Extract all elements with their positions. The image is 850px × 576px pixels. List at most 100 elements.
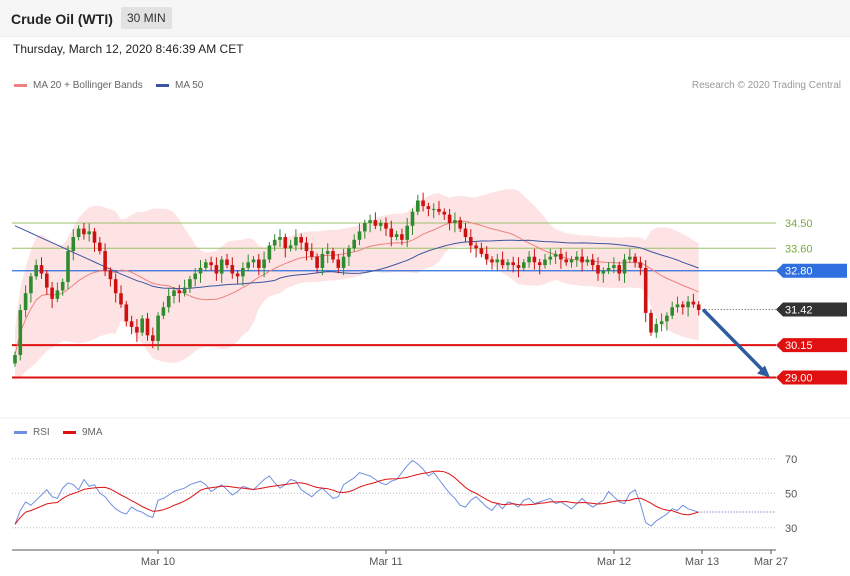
candle-body [262,259,266,268]
rsi-level-label: 30 [785,523,797,535]
level-labels: 34.50 33.60 32.80 31.42 30.15 29.00 [701,218,847,385]
candle-body [675,304,680,308]
candle-body [431,208,436,210]
candle-body [341,256,346,268]
candle-body [66,251,70,282]
candle-body [331,251,335,260]
candles [13,192,701,367]
rsi-line [14,459,699,527]
candle-body [384,222,388,229]
timeframe-badge[interactable]: 30 MIN [121,7,172,29]
candle-body [532,256,537,263]
x-tick-label: Mar 13 [685,556,719,568]
x-tick-label: Mar 11 [369,556,402,568]
candle-body [405,225,409,240]
candle-body [458,220,462,229]
candle-body [516,265,521,268]
candle-body [288,245,293,249]
candle-body [670,307,674,316]
candle-body [283,237,288,249]
candle-body [151,335,155,341]
candle-body [548,256,553,260]
candle-body [219,259,224,274]
candle-body [659,321,664,325]
candle-body [686,301,690,308]
candle-body [193,273,197,280]
rsi-panel: 70 50 30 [12,454,797,535]
candle-body [569,259,574,263]
candle-body [325,251,330,254]
legend-9ma: 9MA [63,427,103,438]
candle-body [71,237,76,252]
pivot-label: 32.80 [785,266,813,278]
candle-body [654,324,659,333]
candle-body [421,200,425,207]
candle-body [447,214,452,223]
candle-body [267,245,272,260]
x-tick-label: Mar 27 [754,556,788,568]
resistance-label: 34.50 [785,218,813,230]
candle-body [469,237,473,246]
candle-body [643,267,648,313]
legend-ma50-label: MA 50 [175,80,204,91]
candle-body [606,267,611,271]
candle-body [437,208,441,212]
candle-body [230,265,235,274]
candle-body [500,259,505,266]
pivot-tag [776,263,847,278]
rsi-9ma-line [14,470,699,525]
bollinger-band [15,189,699,381]
candle-body [119,293,123,305]
header-bar: Crude Oil (WTI) 30 MIN [0,0,850,37]
candle-body [665,315,669,322]
candle-body [182,287,187,294]
candle-body [596,265,600,274]
legend-9ma-swatch [63,431,76,434]
candle-body [453,220,457,223]
candle-body [241,267,245,277]
candle-body [336,259,341,268]
candle-body [575,256,579,260]
candle-body [29,276,33,294]
candle-body [87,231,91,235]
candle-body [474,245,478,249]
candle-body [553,253,558,257]
legend-ma50: MA 50 [156,80,203,91]
candle-body [368,220,372,223]
candle-body [166,296,171,308]
candle-body [490,259,494,263]
candle-body [113,279,118,294]
candle-body [400,234,404,240]
candle-body [537,262,542,266]
candle-body [135,326,139,333]
candle-body [463,228,468,238]
candle-body [564,259,568,263]
candle-body [257,259,261,268]
candle-body [442,211,447,215]
candle-body [177,290,182,294]
rsi-level-label: 50 [785,488,797,500]
candle-body [209,262,213,266]
candle-body [145,318,150,336]
candle-body [188,279,192,288]
candle-body [251,259,256,263]
candle-body [617,265,621,274]
candle-body [638,262,643,268]
projection-arrow-line [701,308,766,373]
candle-body [235,273,240,277]
timestamp: Thursday, March 12, 2020 8:46:39 AM CET [13,42,244,56]
support-tag [776,338,847,353]
legend-ma50-swatch [156,84,169,87]
legend-rsi-swatch [14,431,27,434]
candle-body [92,231,97,243]
candle-body [23,293,28,311]
candle-body [373,220,378,226]
candle-body [98,242,102,252]
candle-body [124,304,129,322]
candle-body [511,262,515,266]
candle-body [378,222,383,226]
legend-9ma-label: 9MA [82,427,103,438]
credit: Research © 2020 Trading Central [691,80,841,91]
candle-body [363,222,367,232]
candle-body [45,273,49,288]
